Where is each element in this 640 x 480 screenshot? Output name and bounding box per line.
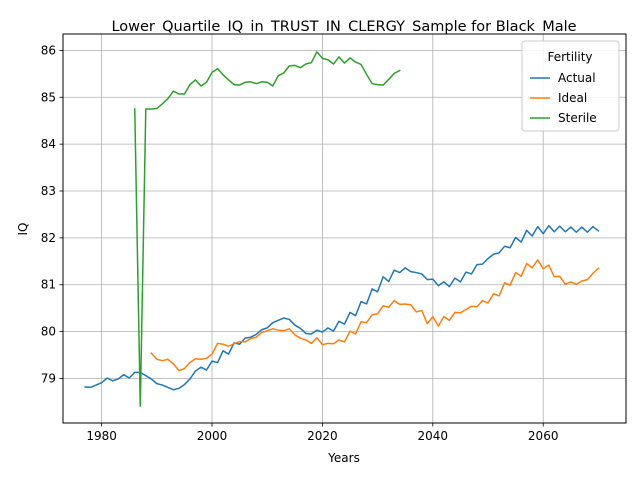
y-tick-label: 82 <box>41 231 56 245</box>
x-tick-label: 2000 <box>197 429 228 443</box>
y-axis-label: IQ <box>16 223 30 236</box>
legend: Fertility Actual Ideal Sterile <box>521 40 620 132</box>
x-tick-label: 2020 <box>307 429 338 443</box>
y-axis: 79 80 81 82 83 84 85 86 <box>41 43 63 385</box>
x-axis: 1980 2000 2020 2040 2060 <box>86 423 558 443</box>
grid <box>63 34 626 423</box>
y-tick-label: 80 <box>41 325 56 339</box>
x-tick-label: 2040 <box>418 429 449 443</box>
plot-series <box>84 51 600 407</box>
y-tick-label: 83 <box>41 184 56 198</box>
legend-label-sterile: Sterile <box>558 111 597 125</box>
x-tick-label: 1980 <box>86 429 117 443</box>
x-tick-label: 2060 <box>528 429 559 443</box>
chart-title: Lower_Quartile_IQ_in_TRUST_IN_CLERGY_Sam… <box>111 19 576 35</box>
y-tick-label: 86 <box>41 43 56 57</box>
legend-label-ideal: Ideal <box>558 91 587 105</box>
legend-box <box>521 40 620 132</box>
series-line-ideal <box>150 259 600 372</box>
x-axis-label: Years <box>327 451 360 465</box>
y-tick-label: 81 <box>41 278 56 292</box>
legend-label-actual: Actual <box>558 71 596 85</box>
series-line-sterile <box>133 51 401 407</box>
y-tick-label: 85 <box>41 90 56 104</box>
y-tick-label: 84 <box>41 137 56 151</box>
plot-frame <box>62 33 627 424</box>
legend-title: Fertility <box>547 50 592 64</box>
series-line-actual <box>84 224 600 391</box>
y-tick-label: 79 <box>41 371 56 385</box>
